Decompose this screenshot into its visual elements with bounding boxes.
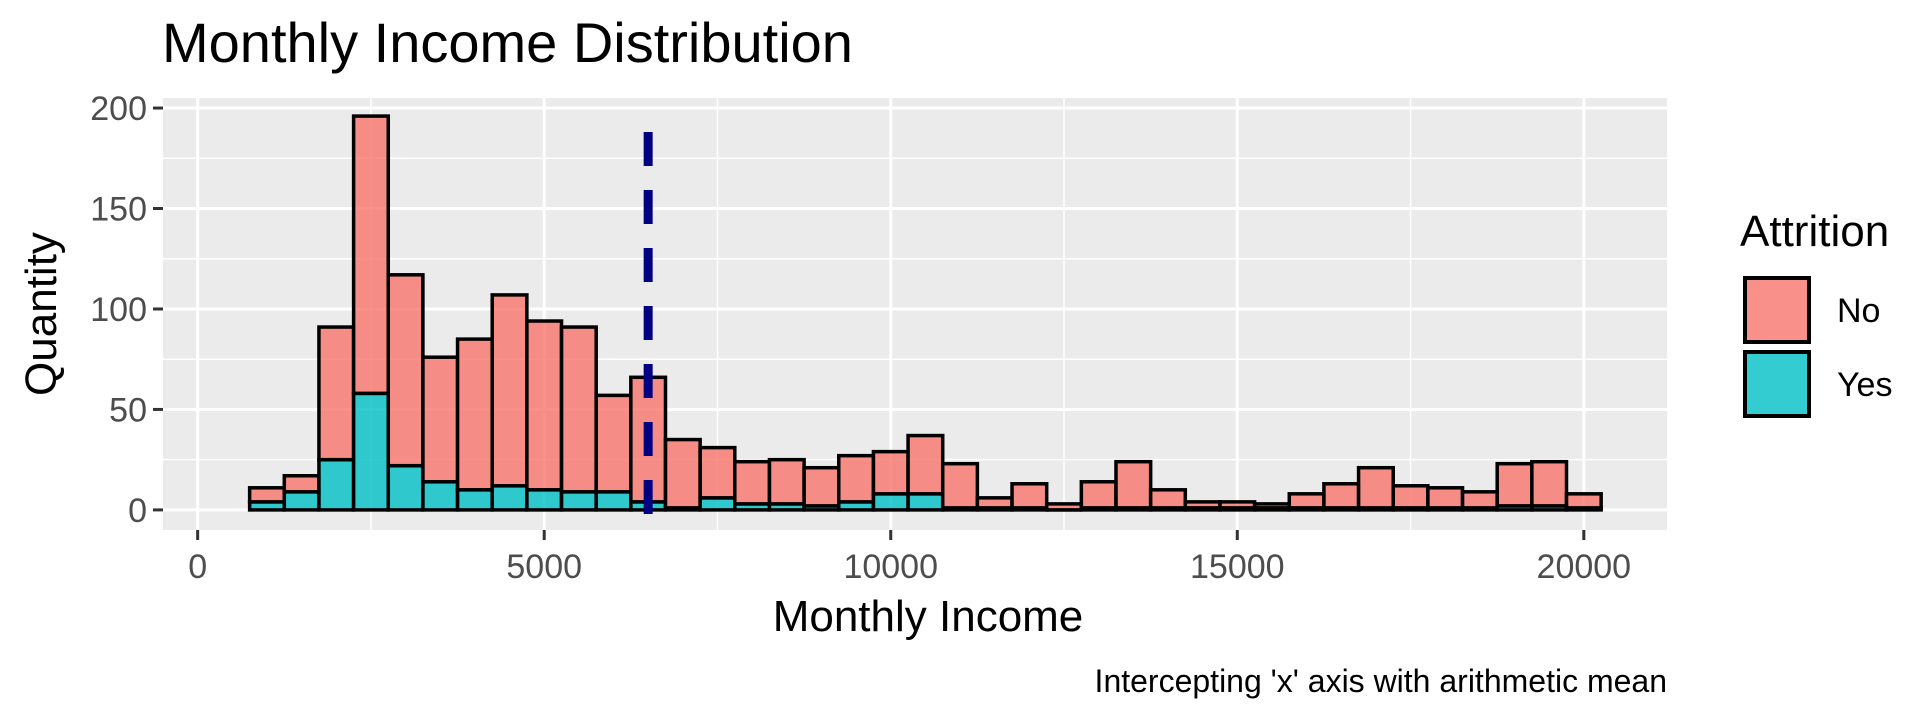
bar-no xyxy=(802,465,841,508)
bar-yes xyxy=(386,463,425,512)
bar-no xyxy=(733,459,772,506)
y-tick-label: 0 xyxy=(128,492,147,530)
bar-no xyxy=(663,437,702,510)
legend: Attrition No Yes xyxy=(1740,207,1892,418)
bar-no xyxy=(1460,490,1499,510)
bar-no xyxy=(1322,482,1361,510)
legend-swatch-no xyxy=(1743,276,1811,344)
histogram-bars xyxy=(247,114,1603,512)
bar-no xyxy=(455,337,494,492)
bar-no xyxy=(1426,486,1465,510)
legend-label-yes: Yes xyxy=(1837,366,1892,404)
bar-no xyxy=(1044,502,1084,512)
x-tick-label: 20000 xyxy=(1537,548,1632,586)
bar-no xyxy=(559,325,598,494)
bar-yes xyxy=(317,457,356,512)
bar-no xyxy=(1218,500,1257,510)
y-axis-title: Quantity xyxy=(17,232,66,396)
legend-swatch-yes xyxy=(1743,350,1811,418)
bar-no xyxy=(871,449,910,496)
x-axis: 0 5000 10000 15000 20000 xyxy=(188,530,1631,586)
x-tick-label: 5000 xyxy=(506,548,582,586)
bar-no xyxy=(1252,502,1292,510)
bar-no xyxy=(1564,492,1603,510)
bar-no xyxy=(1079,480,1118,510)
bar-no xyxy=(525,319,564,492)
y-tick-label: 100 xyxy=(90,291,147,329)
bar-no xyxy=(247,486,287,504)
bar-no xyxy=(1114,459,1153,510)
y-tick-label: 50 xyxy=(109,391,147,429)
bar-yes xyxy=(871,492,910,512)
y-tick-label: 150 xyxy=(90,191,147,229)
bar-no xyxy=(1010,482,1049,510)
bar-no xyxy=(317,325,356,462)
y-tick-label: 200 xyxy=(90,90,147,128)
bar-no xyxy=(1183,500,1222,510)
y-axis: 0 50 100 150 200 xyxy=(90,90,163,530)
bar-yes xyxy=(525,488,564,512)
bar-yes xyxy=(490,484,529,512)
bar-no xyxy=(940,461,980,510)
bar-no xyxy=(1391,484,1430,510)
bar-no xyxy=(490,293,529,488)
bar-no xyxy=(767,457,806,506)
bar-no xyxy=(282,473,321,494)
chart-caption: Intercepting 'x' axis with arithmetic me… xyxy=(1095,663,1667,699)
x-axis-title: Monthly Income xyxy=(773,592,1084,641)
bar-no xyxy=(351,114,391,396)
bar-yes xyxy=(594,490,633,512)
bar-yes xyxy=(421,480,460,512)
x-tick-label: 10000 xyxy=(843,548,938,586)
bar-yes xyxy=(559,490,598,512)
bar-yes xyxy=(906,492,945,512)
bar-no xyxy=(1530,459,1569,508)
bar-no xyxy=(975,496,1014,510)
legend-title: Attrition xyxy=(1740,207,1889,256)
bar-no xyxy=(421,355,460,484)
bar-no xyxy=(837,453,876,504)
bar-no xyxy=(1495,461,1534,508)
bar-yes xyxy=(698,496,737,512)
bar-no xyxy=(906,433,945,496)
bar-yes xyxy=(282,490,321,512)
bar-no xyxy=(1148,488,1188,510)
x-tick-label: 15000 xyxy=(1190,548,1285,586)
bar-no xyxy=(594,393,633,494)
minor-gridlines xyxy=(163,98,1667,530)
chart-title: Monthly Income Distribution xyxy=(162,11,853,74)
bar-no xyxy=(386,273,425,468)
bar-no xyxy=(698,445,737,500)
legend-label-no: No xyxy=(1837,292,1880,330)
bar-no xyxy=(1356,465,1395,510)
bar-no xyxy=(1287,492,1326,510)
bar-yes xyxy=(455,488,494,512)
x-tick-label: 0 xyxy=(188,548,207,586)
bar-yes xyxy=(351,391,391,512)
